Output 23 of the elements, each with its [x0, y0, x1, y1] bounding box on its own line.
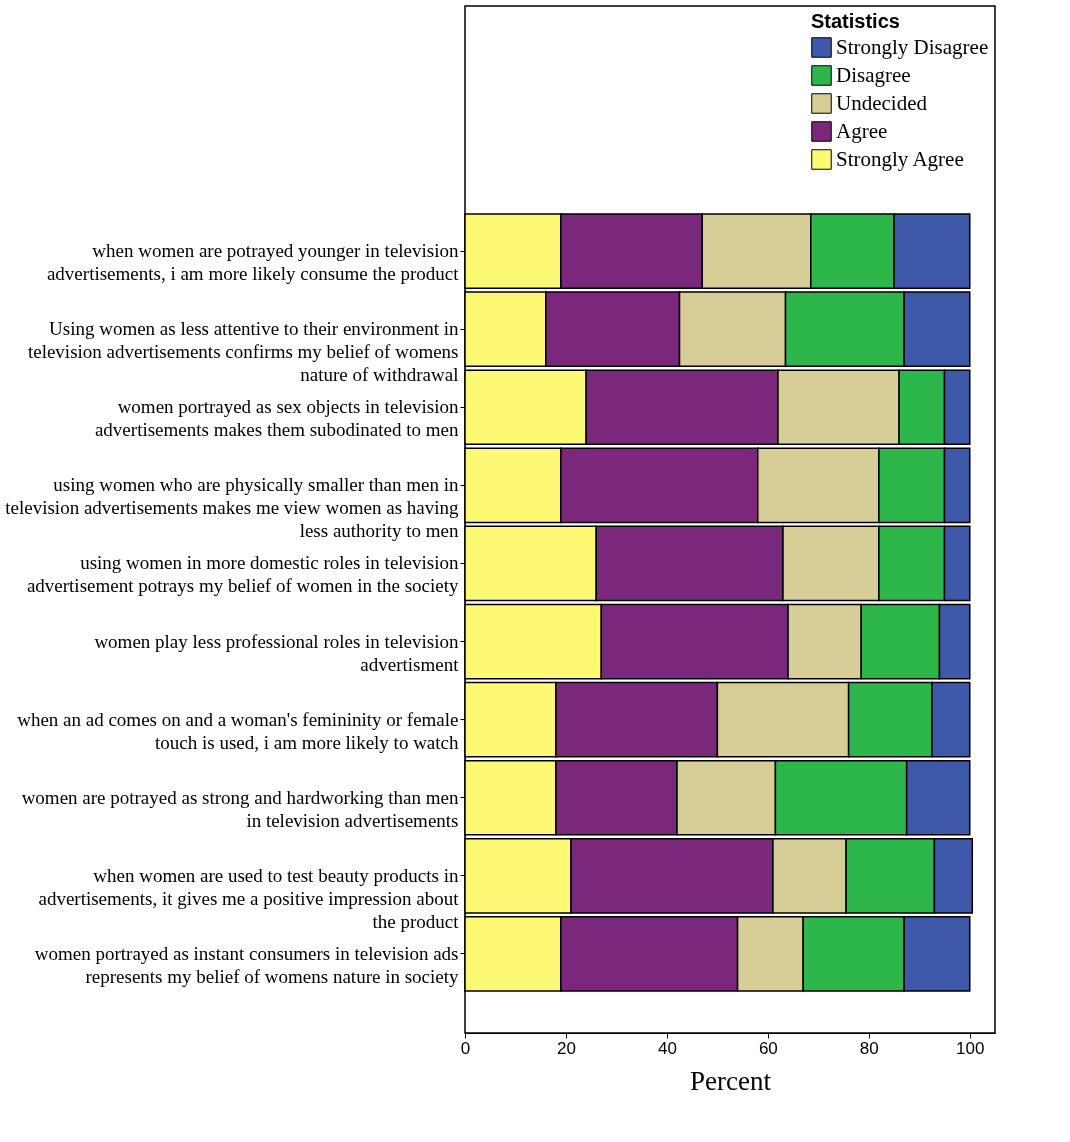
x-tick-label: 20 — [556, 1038, 576, 1058]
legend-title: Statistics — [811, 10, 900, 32]
legend-label: Undecided — [836, 90, 928, 115]
y-tick-label: using women in more domestic roles in television advertisement potrays my belief of women in the society — [26, 552, 459, 597]
legend-label: Agree — [836, 118, 888, 143]
x-tick-label: 40 — [657, 1038, 677, 1058]
y-tick-label: women portrayed as sex objects in television advertisements makes them subodinated to men — [94, 396, 459, 441]
x-axis-title: Percent — [690, 1065, 772, 1096]
legend-label: Strongly Disagree — [836, 34, 989, 59]
legend-label: Disagree — [836, 62, 911, 87]
y-tick-label: when women are potrayed younger in television advertisements, i am more likely consume the product — [46, 240, 460, 285]
x-tick-label: 100 — [956, 1038, 985, 1058]
x-tick-label: 0 — [460, 1038, 471, 1058]
x-tick-label: 60 — [758, 1038, 778, 1058]
y-tick-label: using women who are physically smaller than men in television advertisements makes me view women as having less authority to men — [5, 474, 459, 542]
x-tick-label: 80 — [859, 1038, 879, 1058]
legend-label: Strongly Agree — [836, 146, 964, 171]
y-tick-label: women portrayed as instant consumers in television ads represents my belief of womens nature in society — [34, 942, 459, 987]
y-tick-label: Using women as less attentive to their environment in television advertisements confirms my belief of womens nature of withdrawal — [27, 318, 459, 386]
y-tick-label: women play less professional roles in television advertisment — [94, 630, 460, 675]
y-tick-label: when an ad comes on and a woman's femininity or female touch is used, i am more likely to watch — [17, 708, 459, 753]
y-tick-label: when women are used to test beauty products in advertisements, it gives me a positive impression about the product — [38, 864, 460, 932]
y-tick-label: women are potrayed as strong and hardworking than men in television advertisements — [21, 786, 459, 831]
